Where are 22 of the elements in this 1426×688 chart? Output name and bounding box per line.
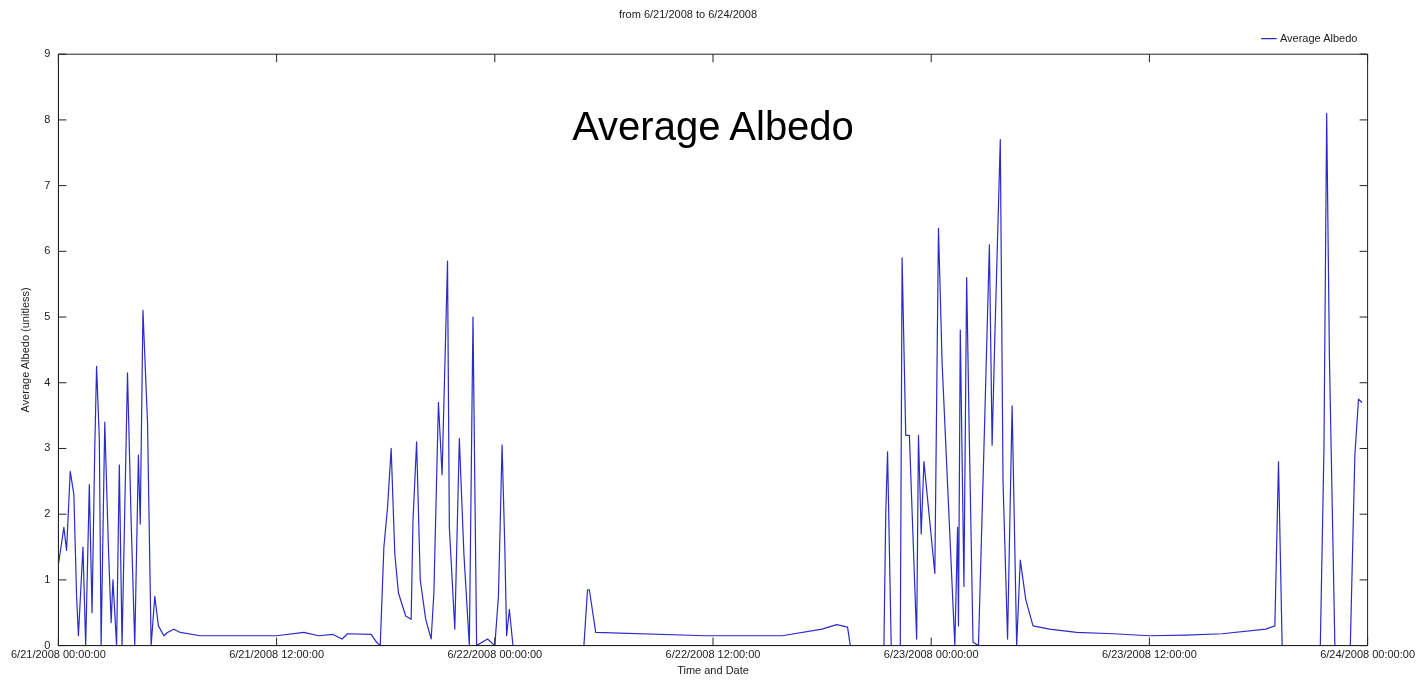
y-tick-label: 0 [44, 638, 51, 651]
x-tick-label: 6/22/2008 12:00:00 [665, 648, 761, 661]
x-tick-label: 6/22/2008 00:00:00 [447, 648, 543, 661]
y-tick-label: 1 [44, 572, 51, 585]
y-tick-label: 8 [44, 112, 51, 125]
x-tick-label: 6/23/2008 12:00:00 [1101, 648, 1197, 661]
x-tick-label: 6/24/2008 00:00:00 [1320, 648, 1415, 661]
x-tick-label: 6/21/2008 12:00:00 [229, 648, 325, 661]
y-tick-label: 7 [44, 178, 51, 191]
x-tick-label: 6/21/2008 00:00:00 [11, 648, 106, 661]
text: Average Albedo [572, 104, 854, 149]
x-axis-title: Time and Date [677, 664, 749, 677]
y-tick-label: 3 [44, 441, 51, 454]
y-tick-label: 2 [44, 507, 51, 520]
y-tick-label: 4 [44, 375, 51, 388]
y-tick-label: 6 [44, 244, 51, 257]
y-tick-label: 5 [44, 310, 51, 323]
legend-label: Average Albedo [1279, 31, 1358, 44]
x-tick-label: 6/23/2008 00:00:00 [883, 648, 979, 661]
y-axis-title: Average Albedo (unitless) [18, 287, 31, 413]
y-tick-label: 9 [44, 47, 51, 60]
chart-subtitle: from 6/21/2008 to 6/24/2008 [618, 7, 758, 20]
